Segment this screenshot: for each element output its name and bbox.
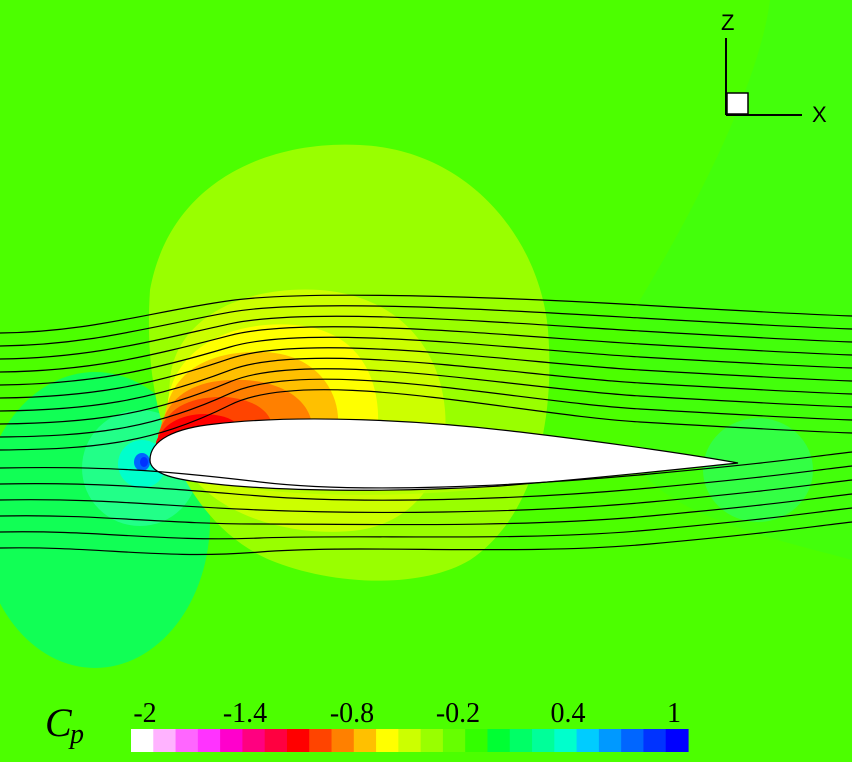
colorbar-band: [554, 729, 578, 752]
colorbar-band: [153, 729, 177, 752]
colorbar-band: [309, 729, 333, 752]
stagnation-core-dark: [140, 457, 148, 467]
colorbar-band: [175, 729, 199, 752]
trailing-edge-halo: [703, 418, 813, 522]
streamline: [0, 451, 852, 489]
colorbar-band: [643, 729, 667, 752]
streamline: [0, 368, 852, 425]
colorbar-band: [131, 729, 154, 752]
streamline: [0, 315, 852, 360]
streamline: [0, 521, 852, 556]
streamline: [0, 347, 852, 399]
colorbar-tick-label: 0.4: [551, 698, 586, 729]
colorbar-band: [465, 729, 489, 752]
colorbar-band: [197, 729, 221, 752]
colorbar-band: [420, 729, 444, 752]
colorbar-ticks: -2 -1.4 -0.8 -0.2 0.4 1: [133, 698, 681, 729]
colorbar-band: [242, 729, 266, 752]
colorbar-tick-label: -0.2: [436, 698, 480, 729]
colorbar-band: [665, 729, 689, 752]
colorbar: [131, 729, 689, 752]
cp-subscript: p: [68, 719, 84, 750]
colorbar-band: [532, 729, 555, 752]
x-axis-label: X: [812, 102, 827, 127]
streamline: [0, 479, 852, 513]
streamline: [0, 378, 852, 438]
streamline: [0, 493, 852, 526]
colorbar-band: [376, 729, 399, 752]
streamline: [0, 336, 852, 386]
colorbar-tick-label: -2: [133, 698, 156, 729]
streamlines: [0, 294, 852, 556]
colorbar-band: [353, 729, 377, 752]
axis-triad: Z X: [721, 10, 827, 127]
cp-symbol: C: [45, 700, 73, 745]
streamline: [0, 326, 852, 373]
streamline: [0, 294, 852, 334]
colorbar-band: [331, 729, 355, 752]
axis-origin-box: [726, 92, 749, 115]
colorbar-band: [220, 729, 243, 752]
colorbar-band: [576, 729, 600, 752]
colorbar-band: [286, 729, 310, 752]
z-axis-label: Z: [721, 10, 734, 35]
colorbar-band: [264, 729, 288, 752]
colorbar-band: [442, 729, 466, 752]
colorbar-band: [509, 729, 533, 752]
streamline: [0, 507, 852, 540]
colorbar-band: [621, 729, 645, 752]
colorbar-legend: C p -2 -1.4 -0.8 -0.2 0.4 1: [45, 698, 689, 752]
streamline: [0, 357, 852, 412]
streamline: [0, 389, 852, 451]
colorbar-tick-label: 1: [667, 698, 681, 729]
colorbar-band: [487, 729, 511, 752]
streamline: [0, 465, 852, 501]
colorbar-tick-label: -0.8: [330, 698, 374, 729]
wake-region: [640, 0, 852, 560]
colorbar-tick-label: -1.4: [223, 698, 267, 729]
colorbar-band: [398, 729, 422, 752]
streamline: [0, 305, 852, 347]
airfoil: [149, 418, 739, 491]
colorbar-band: [598, 729, 622, 752]
